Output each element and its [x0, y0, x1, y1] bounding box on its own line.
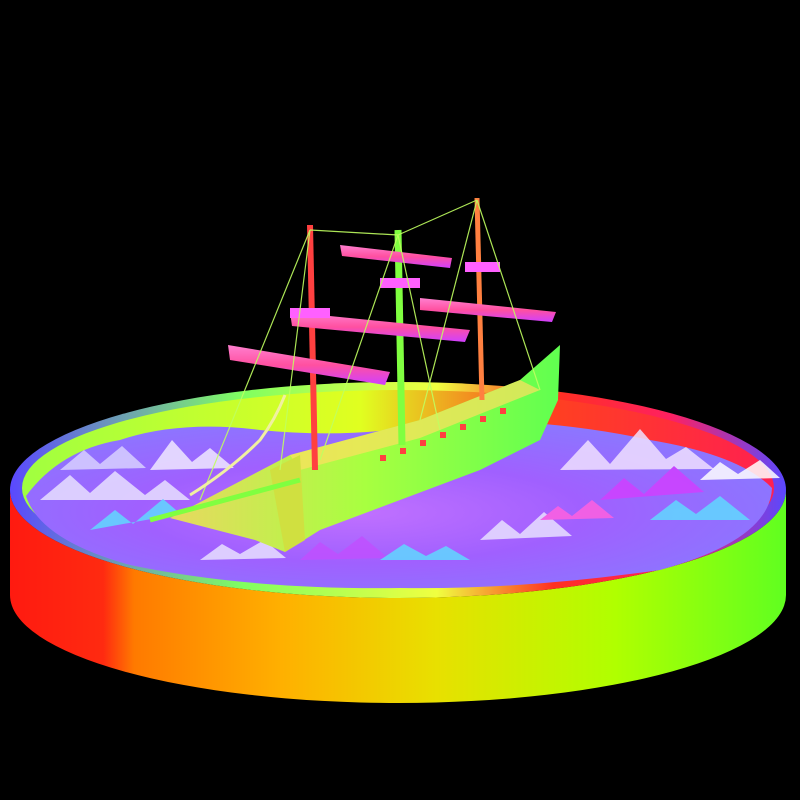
- galleon-ship-icon: [149, 197, 560, 552]
- sea-water-icon: [26, 420, 780, 589]
